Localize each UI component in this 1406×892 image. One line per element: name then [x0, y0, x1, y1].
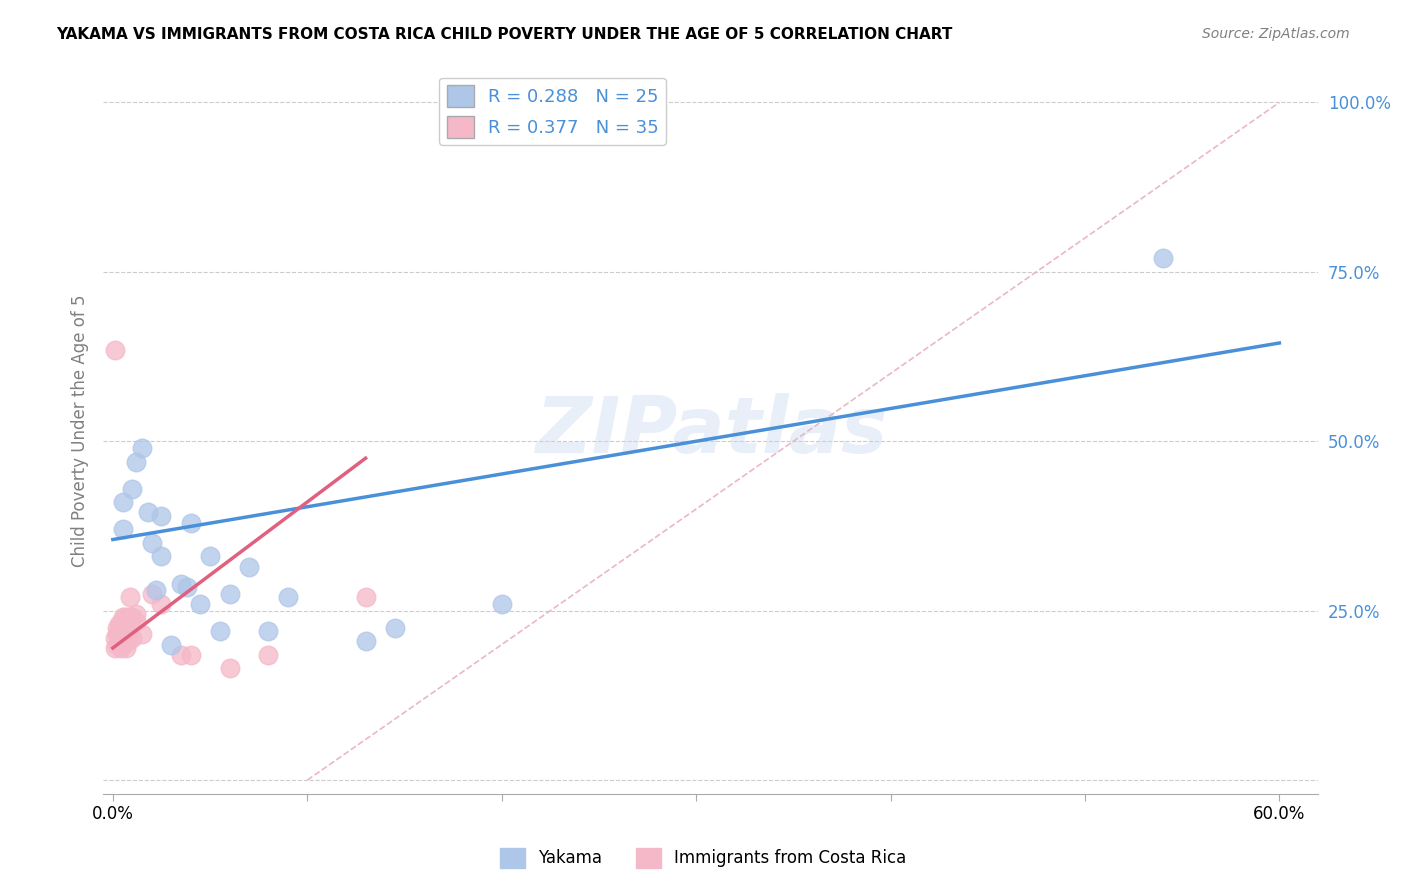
Point — [125, 454, 148, 468]
Point — [107, 631, 129, 645]
Point — [117, 627, 139, 641]
Point — [208, 624, 231, 638]
Point — [105, 621, 128, 635]
Point — [218, 587, 240, 601]
Point — [111, 610, 134, 624]
Point — [170, 576, 193, 591]
Point — [131, 627, 153, 641]
Point — [105, 627, 128, 641]
Point — [111, 495, 134, 509]
Text: Source: ZipAtlas.com: Source: ZipAtlas.com — [1202, 27, 1350, 41]
Legend: Yakama, Immigrants from Costa Rica: Yakama, Immigrants from Costa Rica — [494, 841, 912, 875]
Point — [198, 549, 221, 564]
Point — [491, 597, 513, 611]
Point — [110, 640, 132, 655]
Point — [104, 343, 127, 357]
Point — [180, 648, 202, 662]
Point — [176, 580, 198, 594]
Point — [125, 614, 148, 628]
Point — [125, 607, 148, 621]
Point — [150, 597, 173, 611]
Point — [384, 621, 406, 635]
Y-axis label: Child Poverty Under the Age of 5: Child Poverty Under the Age of 5 — [72, 295, 89, 567]
Point — [180, 516, 202, 530]
Point — [115, 640, 138, 655]
Text: ZIPatlas: ZIPatlas — [534, 393, 887, 469]
Point — [107, 624, 129, 638]
Point — [354, 634, 377, 648]
Point — [121, 610, 143, 624]
Point — [150, 549, 173, 564]
Point — [120, 590, 142, 604]
Point — [141, 536, 163, 550]
Text: YAKAMA VS IMMIGRANTS FROM COSTA RICA CHILD POVERTY UNDER THE AGE OF 5 CORRELATIO: YAKAMA VS IMMIGRANTS FROM COSTA RICA CHI… — [56, 27, 953, 42]
Point — [1152, 252, 1174, 266]
Point — [104, 640, 127, 655]
Legend: R = 0.288   N = 25, R = 0.377   N = 35: R = 0.288 N = 25, R = 0.377 N = 35 — [439, 78, 666, 145]
Point — [111, 522, 134, 536]
Point — [117, 610, 139, 624]
Point — [114, 624, 136, 638]
Point — [114, 610, 136, 624]
Point — [218, 661, 240, 675]
Point — [257, 624, 280, 638]
Point — [141, 587, 163, 601]
Point — [277, 590, 299, 604]
Point — [160, 638, 183, 652]
Point — [114, 634, 136, 648]
Point — [111, 638, 134, 652]
Point — [121, 482, 143, 496]
Point — [188, 597, 211, 611]
Point — [131, 441, 153, 455]
Point — [145, 583, 167, 598]
Point — [107, 617, 129, 632]
Point — [105, 638, 128, 652]
Point — [354, 590, 377, 604]
Point — [104, 631, 127, 645]
Point — [238, 559, 260, 574]
Point — [111, 627, 134, 641]
Point — [117, 634, 139, 648]
Point — [121, 631, 143, 645]
Point — [257, 648, 280, 662]
Point — [150, 508, 173, 523]
Point — [115, 621, 138, 635]
Point — [110, 617, 132, 632]
Point — [170, 648, 193, 662]
Point — [136, 505, 159, 519]
